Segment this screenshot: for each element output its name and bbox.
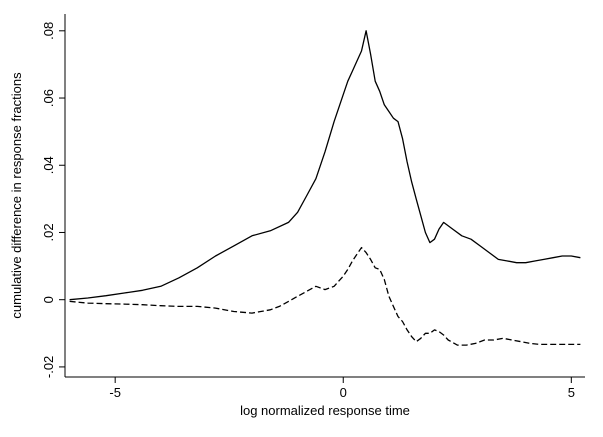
y-tick-label: .04 [41,156,56,174]
y-tick-label: .02 [41,223,56,241]
axes: -5 0 5 -.02 0 .02 .04 .06 .08 [41,14,585,400]
y-tick-label: 0 [41,296,56,303]
y-tick-label: .06 [41,89,56,107]
x-tick-label: -5 [109,385,121,400]
y-axis-title: cumulative difference in response fracti… [9,72,24,319]
x-tick-label: 0 [340,385,347,400]
series-layer [69,30,581,346]
dashed-series-line [69,246,581,346]
y-tick-label: .08 [41,22,56,40]
y-tick-label: -.02 [41,356,56,378]
x-axis-title: log normalized response time [240,403,410,418]
x-tick-label: 5 [568,385,575,400]
solid-series-line [69,30,581,301]
